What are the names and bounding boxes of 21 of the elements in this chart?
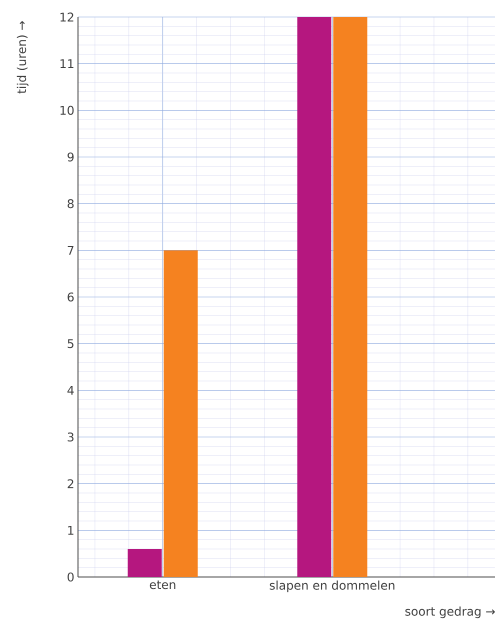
y-tick-label: 9	[68, 152, 74, 162]
y-tick-label: 0	[68, 572, 74, 582]
y-tick-label: 3	[68, 432, 74, 442]
x-tick-label: slapen en dommelen	[270, 580, 394, 592]
y-tick-label: 2	[68, 479, 74, 488]
bar	[333, 16, 368, 577]
y-tick-label: 7	[68, 246, 74, 255]
bar	[164, 250, 198, 577]
bar	[297, 16, 332, 577]
bar	[128, 548, 162, 577]
x-tick-label: eten	[150, 580, 176, 590]
y-axis-title: tijd (uren) →	[16, 21, 28, 94]
y-tick-label: 8	[68, 199, 74, 208]
y-tick-label: 10	[60, 106, 74, 115]
y-tick-label: 1	[68, 526, 74, 535]
x-axis-title: soort gedrag →	[405, 606, 495, 618]
y-tick-label: 5	[68, 339, 74, 348]
y-tick-label: 6	[68, 292, 74, 302]
y-tick-label: 12	[60, 12, 74, 22]
y-tick-label: 11	[60, 59, 74, 68]
y-tick-label: 4	[67, 386, 74, 395]
